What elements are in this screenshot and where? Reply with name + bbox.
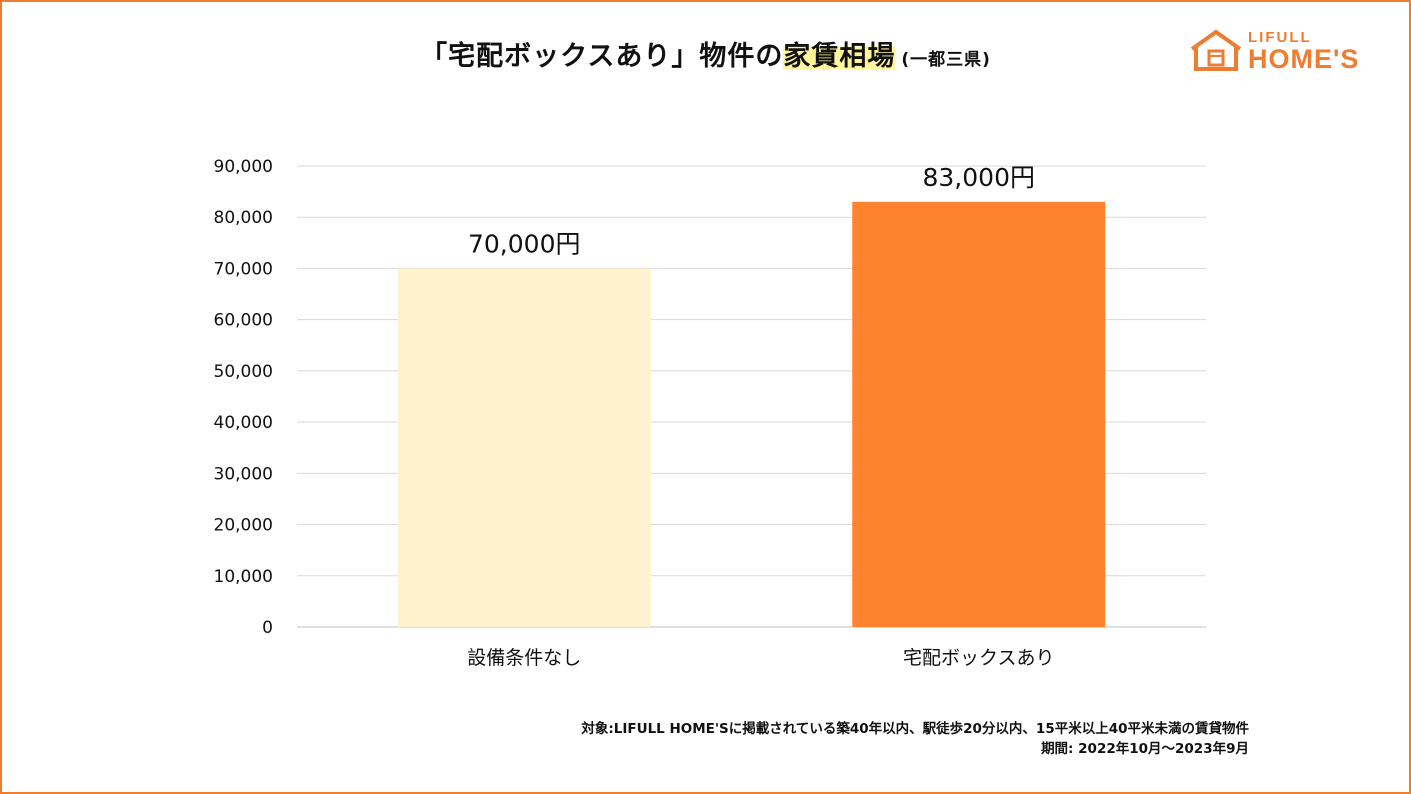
y-tick-label: 40,000 [214,413,273,433]
chart-title: 「宅配ボックスあり」物件の家賃相場 (一都三県) [0,34,1411,73]
title-region: (一都三県) [901,50,991,70]
logo-line1: LIFULL [1248,29,1312,46]
y-tick-label: 80,000 [214,208,273,228]
y-tick-label: 60,000 [214,311,273,331]
bar [397,268,651,627]
y-tick-label: 30,000 [214,464,273,484]
y-tick-label: 0 [262,618,273,638]
title-main: 「宅配ボックスあり」物件の [420,41,784,72]
x-tick-label: 設備条件なし [467,647,581,669]
y-tick-label: 70,000 [214,259,273,279]
data-label: 70,000円 [468,229,580,258]
house-icon [1190,29,1242,71]
data-label: 83,000円 [923,163,1035,192]
y-tick-label: 50,000 [214,362,273,382]
bar [852,201,1106,627]
footnote-period: 期間: 2022年10月～2023年9月 [1041,741,1249,757]
y-tick-label: 10,000 [214,567,273,587]
y-tick-label: 20,000 [214,516,273,536]
y-tick-label: 90,000 [214,157,273,177]
title-highlight: 家賃相場 [783,41,896,72]
lifull-homes-logo: LIFULL HOME'S [1190,27,1380,75]
footnote-target: 対象:LIFULL HOME'Sに掲載されている築40年以内、駅徒歩20分以内、… [581,721,1249,737]
x-tick-label: 宅配ボックスあり [903,647,1054,669]
logo-line2: HOME'S [1248,44,1360,74]
footnote: 対象:LIFULL HOME'Sに掲載されている築40年以内、駅徒歩20分以内、… [581,719,1249,759]
